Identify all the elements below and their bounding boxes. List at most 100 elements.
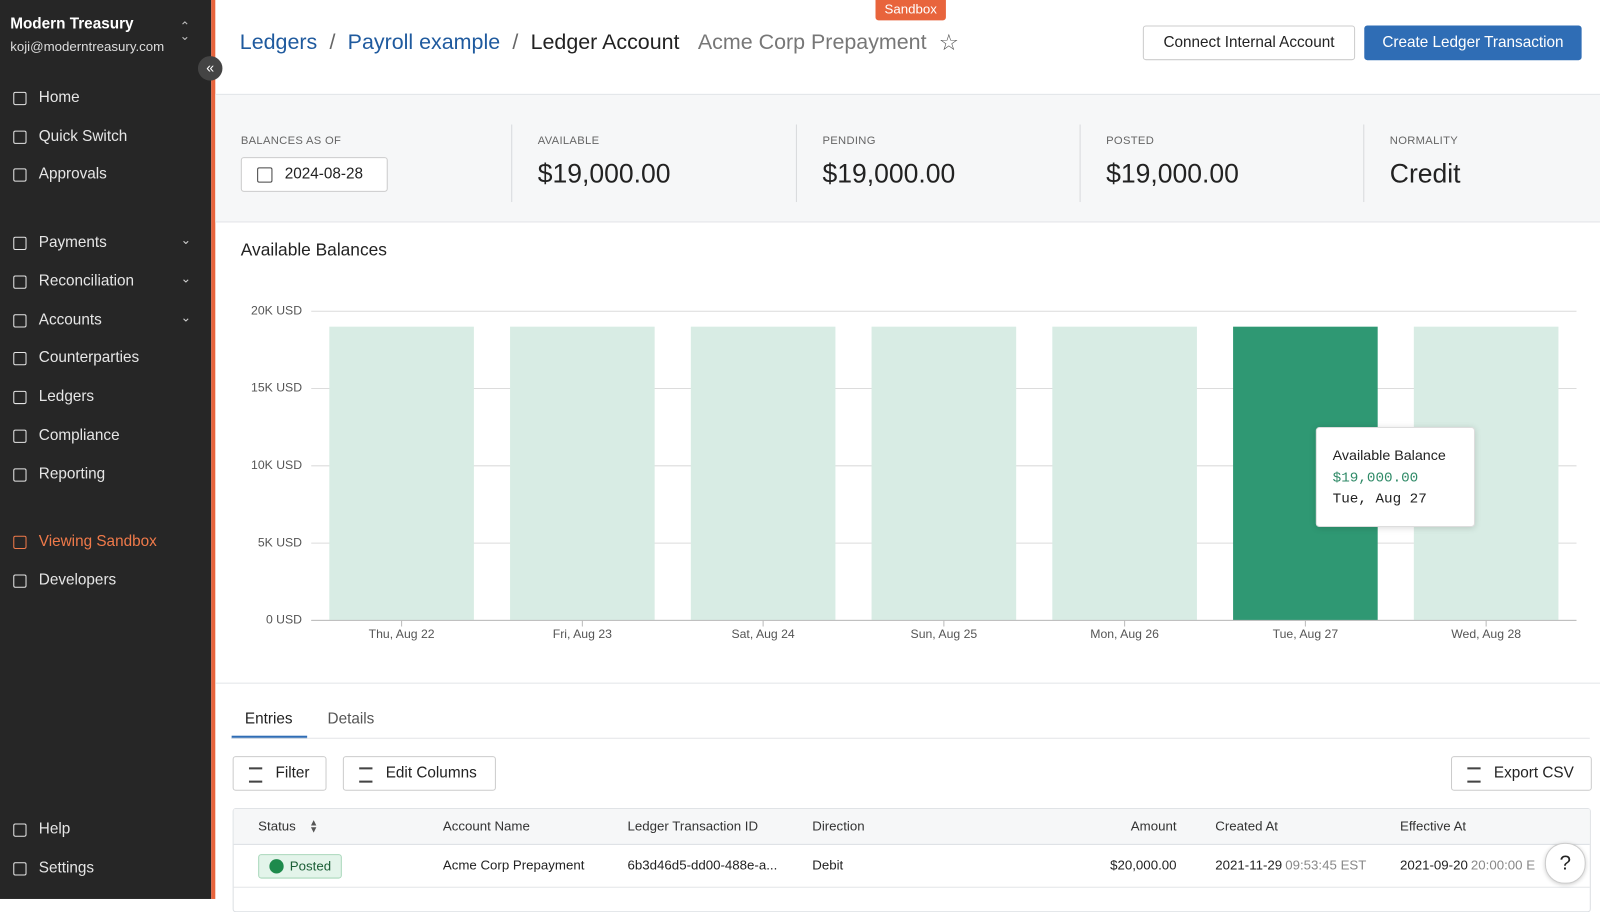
- column-header[interactable]: Status: [258, 818, 296, 834]
- sandbox-badge: Sandbox: [875, 0, 946, 21]
- org-name: Modern Treasury: [10, 15, 134, 33]
- nav-item[interactable]: Compliance: [38, 426, 120, 444]
- nav-item[interactable]: Reconciliation: [38, 272, 135, 290]
- sandbox-stripe: [211, 0, 216, 899]
- tooltip: [1315, 427, 1475, 528]
- calendar-icon: [257, 167, 273, 183]
- balance-divider: [511, 124, 513, 203]
- balance-value: Credit: [1389, 158, 1461, 189]
- button-icon: [359, 767, 373, 783]
- nav-item[interactable]: Help: [38, 820, 71, 838]
- nav-item[interactable]: Quick Switch: [38, 127, 128, 145]
- status-text: Posted: [289, 858, 332, 874]
- nav-item[interactable]: Accounts: [38, 311, 102, 329]
- table-cell: 2021-09-20 20:00:00 E: [1400, 857, 1535, 872]
- balance-label: BALANCES AS OF: [240, 134, 342, 147]
- balance-divider: [795, 124, 797, 203]
- nav-icon: [13, 130, 27, 144]
- tooltip-title: Available Balance: [1333, 448, 1446, 464]
- status-check: [269, 859, 284, 874]
- breadcrumb[interactable]: Ledgers: [239, 30, 318, 55]
- nav-item[interactable]: Counterparties: [38, 348, 140, 367]
- nav-icon: [13, 468, 27, 482]
- x-tick-label: Sat, Aug 24: [731, 627, 794, 641]
- table-cell: $20,000.00: [1110, 857, 1177, 873]
- edit-columns-button[interactable]: Edit Columns: [342, 756, 496, 791]
- nav-icon: [13, 823, 27, 837]
- button-icon: [1467, 767, 1481, 783]
- header-bar: [215, 93, 1600, 223]
- nav-icon: [13, 574, 27, 588]
- column-header: Account Name: [442, 818, 530, 834]
- sort-icon: ▲ ▼: [309, 817, 319, 835]
- y-tick-label: 15K USD: [251, 381, 302, 395]
- nav-icon: [13, 168, 27, 182]
- x-tick-label: Fri, Aug 23: [553, 627, 612, 641]
- cell-time: 20:00:00 E: [1470, 857, 1536, 873]
- balance-divider: [1363, 124, 1365, 203]
- help-button[interactable]: ?: [1544, 842, 1586, 884]
- breadcrumb[interactable]: Payroll example: [347, 30, 501, 55]
- collapse-button[interactable]: «: [197, 56, 223, 81]
- cell-time: 09:53:45 EST: [1285, 857, 1367, 873]
- nav-icon: [13, 862, 27, 876]
- table-cell: 6b3d46d5-dd00-488e-a...: [627, 857, 778, 873]
- balance-date: 2024-08-28: [284, 165, 363, 183]
- cell-date: 2021-09-20: [1399, 857, 1468, 873]
- tab[interactable]: Details: [327, 710, 375, 728]
- date-picker[interactable]: 2024-08-28: [240, 157, 388, 192]
- export-button[interactable]: Export CSV: [1451, 756, 1592, 791]
- bar: [871, 326, 1017, 621]
- nav-item[interactable]: Approvals: [38, 165, 107, 183]
- table-cell: 2021-11-29 09:53:45 EST: [1215, 857, 1366, 872]
- column-header: Ledger Transaction ID: [627, 818, 759, 834]
- breadcrumb: Ledger Account: [530, 30, 680, 55]
- table-cell: Debit: [812, 857, 844, 873]
- column-header: Amount: [1130, 818, 1177, 834]
- nav-chevron: ⌄: [180, 232, 191, 247]
- balance-label: PENDING: [822, 134, 876, 147]
- button-label: Filter: [275, 764, 310, 782]
- filter-button[interactable]: Filter: [232, 756, 327, 791]
- favorite-star[interactable]: ☆: [938, 29, 959, 56]
- cell-date: 2021-11-29: [1215, 857, 1283, 873]
- primary-button[interactable]: Create Ledger Transaction: [1364, 25, 1582, 61]
- nav-item[interactable]: Viewing Sandbox: [38, 532, 157, 550]
- nav-icon: [13, 429, 27, 443]
- y-tick-label: 5K USD: [258, 535, 302, 549]
- nav-item[interactable]: Settings: [38, 859, 95, 877]
- account-name: Acme Corp Prepayment: [697, 30, 927, 55]
- column-header: Effective At: [1399, 818, 1467, 834]
- breadcrumb-separator: /: [512, 30, 519, 55]
- tabs-border: [231, 737, 1590, 739]
- x-tick-label: Tue, Aug 27: [1273, 627, 1339, 641]
- balance-divider: [1079, 124, 1081, 203]
- nav-icon: [13, 535, 27, 549]
- sidebar: [0, 0, 212, 899]
- y-tick-label: 10K USD: [251, 458, 302, 472]
- nav-icon: [13, 275, 27, 289]
- tooltip-value: $19,000.00: [1333, 470, 1419, 486]
- nav-item[interactable]: Ledgers: [38, 387, 95, 406]
- chart: Available Balances 0 USD 5K USD 10K USD 15K …: [241, 240, 1577, 641]
- table-header-bg: [233, 809, 1590, 845]
- row-divider: [233, 886, 1590, 888]
- nav-item[interactable]: Developers: [38, 571, 117, 589]
- column-header: Direction: [812, 818, 865, 834]
- tab[interactable]: Entries: [244, 710, 293, 728]
- x-tick-label: Wed, Aug 28: [1451, 627, 1521, 641]
- nav-item[interactable]: Home: [38, 88, 80, 107]
- balance-label: POSTED: [1106, 134, 1155, 147]
- tooltip-date: Tue, Aug 27: [1333, 492, 1427, 508]
- secondary-button[interactable]: Connect Internal Account: [1142, 25, 1356, 61]
- balance-label: AVAILABLE: [537, 134, 600, 147]
- x-tick-label: Thu, Aug 22: [369, 627, 435, 641]
- nav-item[interactable]: Reporting: [38, 465, 106, 483]
- nav-item[interactable]: Payments: [38, 233, 107, 252]
- user-email: koji@moderntreasury.com: [10, 38, 165, 55]
- column-header: Created At: [1215, 818, 1278, 834]
- bar: [690, 326, 836, 621]
- nav-icon: [13, 352, 27, 366]
- org-switch[interactable]: ⌃ ⌄: [179, 19, 190, 43]
